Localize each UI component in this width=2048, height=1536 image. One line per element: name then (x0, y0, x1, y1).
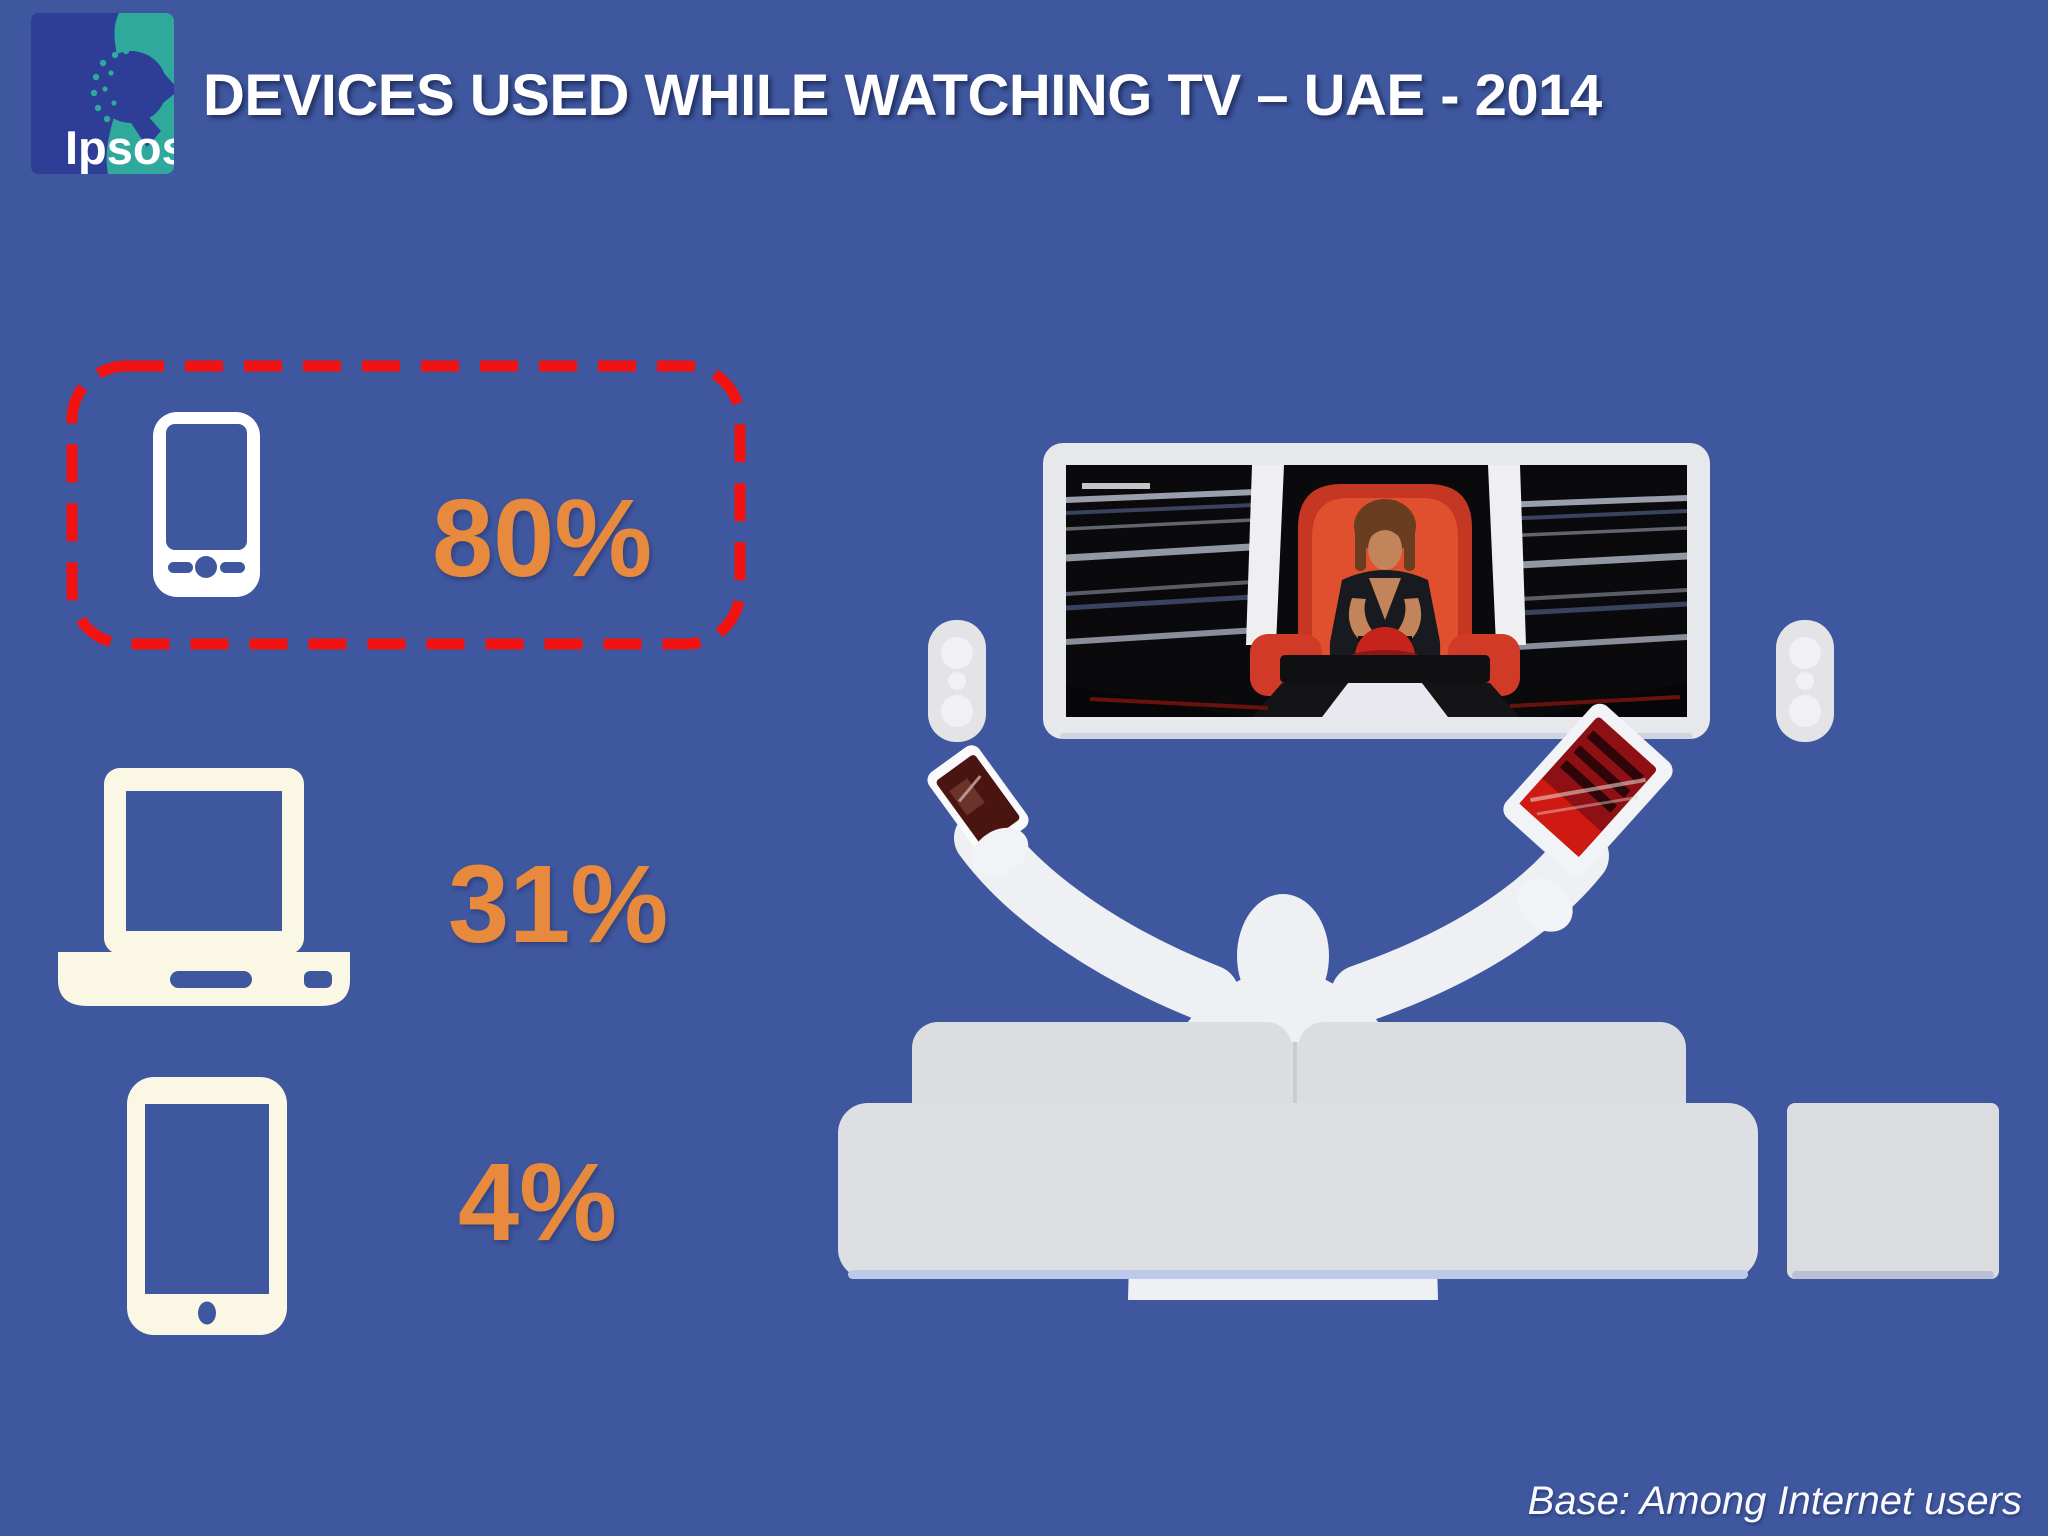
ipsos-logo: Ipsos (31, 13, 174, 174)
stage-panel-right (1488, 465, 1526, 645)
face-profile-icon (90, 47, 174, 147)
right-arm (1331, 827, 1609, 1023)
tv-photo (1066, 465, 1687, 717)
head (1237, 894, 1329, 1018)
tablet-icon (127, 1077, 287, 1335)
base-note: Base: Among Internet users (1527, 1479, 2022, 1523)
laptop-icon (58, 768, 350, 1006)
side-table (1787, 1103, 1999, 1279)
right-speaker (1776, 620, 1834, 742)
logo-blue-half (31, 13, 121, 174)
right-hand (1517, 878, 1573, 932)
left-hand (971, 827, 1029, 877)
ipsos-logo-text: Ipsos (65, 121, 174, 174)
stat-value-smartphone: 80% (432, 477, 653, 600)
page-title: DEVICES USED WHILE WATCHING TV – UAE - 2… (203, 63, 1602, 128)
highlight-box (66, 360, 746, 650)
stat-value-laptop: 31% (448, 843, 669, 966)
couch (838, 1022, 1758, 1279)
tv (1043, 443, 1710, 739)
stage-panel-left (1246, 465, 1284, 645)
smartphone-icon (153, 412, 260, 597)
left-speaker (928, 620, 986, 742)
couch-seat (838, 1103, 1758, 1279)
phone-in-hand (927, 745, 1029, 855)
stat-value-tablet: 4% (458, 1141, 617, 1264)
tablet-in-hand (1503, 703, 1673, 877)
buzzer-desk (1252, 627, 1520, 717)
